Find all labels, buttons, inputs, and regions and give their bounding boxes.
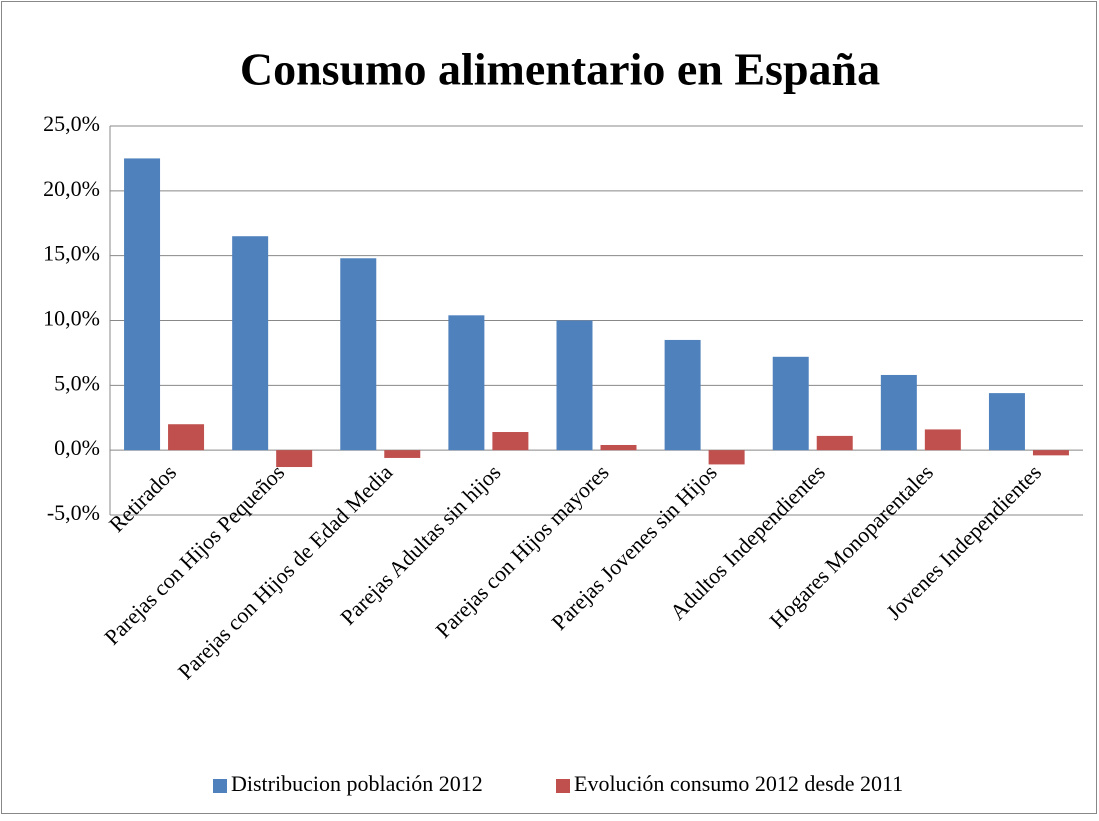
bar: [664, 339, 701, 451]
chart-title: Consumo alimentario en España: [240, 44, 880, 95]
bar: [1032, 450, 1069, 456]
bar: [708, 450, 745, 465]
y-tick-label: 5,0%: [54, 370, 100, 395]
bar: [600, 444, 637, 451]
bar: [816, 435, 853, 451]
bar: [384, 450, 421, 458]
legend-label: Distribucion población 2012: [231, 771, 483, 796]
bar: [168, 424, 205, 451]
bar: [448, 315, 485, 451]
y-tick-label: 10,0%: [43, 306, 100, 331]
y-tick-label: 25,0%: [43, 111, 100, 136]
bar: [276, 450, 313, 468]
bar: [880, 374, 917, 451]
bar: [924, 429, 961, 451]
bar: [772, 356, 809, 451]
legend-label: Evolución consumo 2012 desde 2011: [574, 771, 903, 796]
legend-swatch: [213, 779, 227, 793]
legend-swatch: [556, 779, 570, 793]
bar: [232, 236, 269, 451]
bar: [556, 320, 593, 451]
bar: [492, 432, 529, 451]
bar: [124, 158, 161, 451]
y-tick-label: 20,0%: [43, 176, 100, 201]
bar: [988, 393, 1025, 451]
bar: [340, 258, 377, 451]
y-tick-label: -5,0%: [47, 500, 100, 525]
y-tick-label: 0,0%: [54, 435, 100, 460]
y-tick-label: 15,0%: [43, 241, 100, 266]
